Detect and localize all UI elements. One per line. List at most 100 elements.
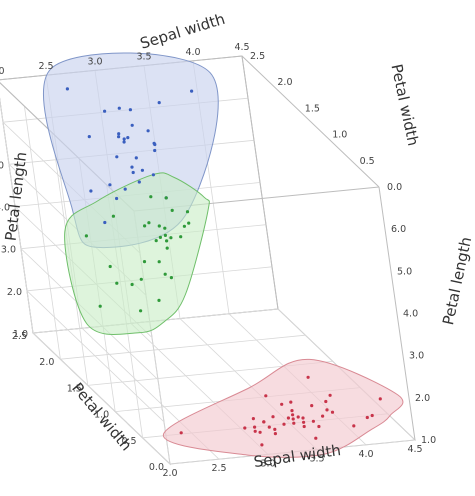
tick-petal-length-right: 1.0 xyxy=(421,435,436,446)
data-point-1 xyxy=(158,235,162,239)
data-point-2 xyxy=(352,424,356,428)
data-point-0 xyxy=(115,196,119,201)
data-point-2 xyxy=(302,424,306,429)
axis-title-petal-length-right: Petal length xyxy=(439,235,475,326)
data-point-2 xyxy=(251,417,255,421)
data-point-1 xyxy=(187,221,191,225)
data-point-1 xyxy=(147,221,151,225)
data-point-2 xyxy=(289,400,293,404)
data-point-2 xyxy=(325,408,329,412)
axis-title-petal-width-top: Petal width xyxy=(387,62,422,147)
tick-sepal-width-bottom: 3.0 xyxy=(260,458,275,469)
tick-petal-width-right: 0.0 xyxy=(387,182,402,193)
data-point-1 xyxy=(149,195,153,199)
data-point-1 xyxy=(169,236,173,240)
tick-petal-length-left: 5.0 xyxy=(0,160,4,171)
data-point-2 xyxy=(296,415,300,419)
axis-title-petal-length-left: Petal length xyxy=(2,151,31,242)
density-surfaces xyxy=(42,52,404,458)
grid-left-z xyxy=(26,290,165,423)
data-point-2 xyxy=(306,375,310,379)
tick-petal-width-bottom: 0.5 xyxy=(121,436,136,447)
data-point-0 xyxy=(128,108,132,112)
data-point-1 xyxy=(115,281,119,285)
data-point-1 xyxy=(98,304,102,308)
data-point-2 xyxy=(273,427,277,431)
tick-petal-width-bottom: 2.0 xyxy=(39,357,54,368)
tick-labels: 2.0 2.5 3.0 3.5 4.0 4.50.00.51.01.52.02.51.02… xyxy=(0,42,436,479)
data-point-2 xyxy=(317,424,321,429)
tick-sepal-width-bottom: 4.5 xyxy=(407,444,422,455)
tick-sepal-width-bottom: 2.0 xyxy=(162,468,177,479)
data-point-2 xyxy=(291,417,295,421)
tick-petal-length-right: 2.0 xyxy=(415,393,430,404)
data-point-2 xyxy=(290,409,294,413)
grid-floor-y xyxy=(60,334,306,360)
data-point-0 xyxy=(126,136,130,140)
data-point-2 xyxy=(267,425,271,429)
frame-edge xyxy=(378,186,416,441)
tick-petal-length-left: 4.0 xyxy=(0,203,10,214)
data-point-1 xyxy=(185,210,190,214)
data-point-0 xyxy=(153,142,157,147)
tick-petal-length-left: 2.0 xyxy=(7,287,22,298)
data-point-2 xyxy=(253,429,257,433)
tick-sepal-width-top: 3.0 xyxy=(87,56,102,67)
tick-petal-width-bottom: 2.5 xyxy=(12,331,27,342)
data-point-0 xyxy=(134,156,138,160)
axis-title-sepal-width-top: Sepal width xyxy=(138,10,227,53)
data-point-2 xyxy=(302,420,306,424)
data-point-1 xyxy=(157,260,161,264)
data-point-2 xyxy=(282,422,286,426)
data-point-1 xyxy=(182,224,186,228)
density-surface-1 xyxy=(64,172,210,336)
tick-petal-width-bottom: 0.0 xyxy=(149,462,164,473)
data-point-0 xyxy=(87,135,91,139)
grid-left-z xyxy=(32,332,171,465)
data-point-1 xyxy=(139,309,143,313)
data-point-0 xyxy=(130,123,134,127)
tick-petal-width-right: 0.5 xyxy=(360,156,375,167)
data-point-2 xyxy=(310,404,314,408)
data-point-1 xyxy=(142,260,147,264)
tick-petal-length-right: 5.0 xyxy=(397,266,412,277)
data-point-2 xyxy=(292,421,296,425)
tick-sepal-width-top: 4.5 xyxy=(234,42,249,53)
tick-petal-length-right: 4.0 xyxy=(403,309,418,320)
data-point-0 xyxy=(117,135,121,139)
data-point-2 xyxy=(311,419,315,423)
tick-petal-length-right: 6.0 xyxy=(391,224,406,235)
data-point-2 xyxy=(314,436,318,440)
data-point-1 xyxy=(143,224,147,228)
data-point-1 xyxy=(179,235,183,239)
data-point-1 xyxy=(164,196,168,200)
data-point-0 xyxy=(108,183,112,187)
data-point-2 xyxy=(258,430,262,434)
data-point-1 xyxy=(163,272,167,276)
data-point-2 xyxy=(260,443,264,447)
tick-petal-length-left: 1.0 xyxy=(13,329,28,340)
data-point-1 xyxy=(169,276,173,280)
data-point-0 xyxy=(146,129,150,133)
data-point-2 xyxy=(378,397,382,401)
tick-sepal-width-bottom: 4.0 xyxy=(358,449,373,460)
data-point-2 xyxy=(370,413,374,418)
frame-edge xyxy=(241,55,279,310)
data-point-1 xyxy=(157,298,161,302)
density-surface-2 xyxy=(162,358,404,458)
tick-petal-width-right: 2.5 xyxy=(250,51,265,62)
frame-edge xyxy=(241,55,380,188)
data-point-0 xyxy=(140,168,144,172)
data-point-1 xyxy=(165,239,169,243)
tick-petal-width-right: 1.0 xyxy=(332,130,347,141)
tick-petal-width-bottom: 1.0 xyxy=(94,410,109,421)
data-point-1 xyxy=(108,264,112,269)
data-point-2 xyxy=(271,415,275,419)
data-point-2 xyxy=(365,415,369,420)
data-point-0 xyxy=(103,109,107,113)
data-point-2 xyxy=(324,399,328,404)
data-point-2 xyxy=(280,402,284,406)
data-point-0 xyxy=(190,89,194,93)
data-point-0 xyxy=(117,132,121,136)
